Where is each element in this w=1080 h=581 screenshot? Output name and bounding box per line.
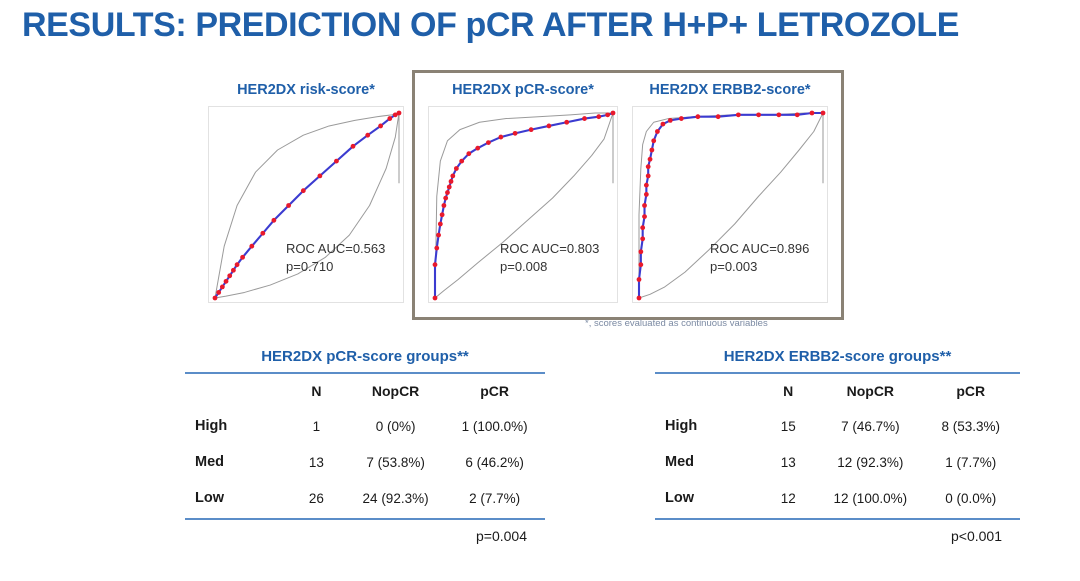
roc-chart-erbb2-score [636, 110, 826, 301]
table-header-row-pcr: N NopCR pCR [185, 374, 545, 408]
row-label-med-erbb2: Med [665, 454, 694, 470]
table-pvalue-erbb2: p<0.001 [951, 528, 1002, 544]
roc-panel-title-risk-score: HER2DX risk-score* [237, 82, 375, 98]
row-label-low-erbb2: Low [665, 490, 694, 506]
cell-n-med-pcr: 13 [308, 454, 324, 470]
table-pcr-score-groups: HER2DX pCR-score groups** N NopCR pCR Hi… [185, 348, 545, 544]
table-header-row-erbb2: N NopCR pCR [655, 374, 1020, 408]
roc-auc-label-risk-score: ROC AUC=0.563 [286, 241, 386, 256]
cell-n-low-pcr: 26 [308, 490, 324, 506]
table-row: High 15 7 (46.7%) 8 (53.3%) [655, 408, 1020, 444]
roc-annotation-risk-score: ROC AUC=0.563 p=0.710 [286, 240, 385, 275]
cell-nopcr-med-pcr: 7 (53.8%) [366, 454, 425, 470]
table-grid-erbb2-score-groups: N NopCR pCR High 15 7 (46.7%) 8 (53.3%) … [655, 374, 1020, 516]
table-erbb2-score-groups: HER2DX ERBB2-score groups** N NopCR pCR … [655, 348, 1020, 544]
roc-p-label-pcr-score: p=0.008 [500, 258, 548, 274]
cell-nopcr-high-erbb2: 7 (46.7%) [841, 418, 900, 434]
table-rule-top-pcr [185, 372, 545, 374]
cell-pcr-med-pcr: 6 (46.2%) [465, 454, 524, 470]
roc-panel-risk-score: HER2DX risk-score* ROC AUC=0.563 p=0.710 [208, 82, 404, 303]
roc-p-label-risk-score: p=0.710 [286, 258, 334, 274]
roc-annotation-erbb2-score: ROC AUC=0.896 p=0.003 [710, 240, 809, 275]
row-label-high-erbb2: High [665, 418, 698, 434]
roc-panel-pcr-score: HER2DX pCR-score* ROC AUC=0.803 p=0.008 [428, 82, 618, 303]
table-row: Med 13 7 (53.8%) 6 (46.2%) [185, 444, 545, 480]
roc-p-label-erbb2-score: p=0.003 [710, 258, 758, 274]
roc-panel-title-pcr-score: HER2DX pCR-score* [452, 82, 594, 98]
footnote-continuous-variables: *, scores evaluated as continuous variab… [585, 318, 768, 329]
table-row: High 1 0 (0%) 1 (100.0%) [185, 408, 545, 444]
col-header-group-pcr [185, 374, 286, 408]
table-title-erbb2-score-groups: HER2DX ERBB2-score groups** [723, 348, 952, 365]
cell-pcr-med-erbb2: 1 (7.7%) [945, 454, 997, 470]
row-label-low-pcr: Low [195, 490, 224, 506]
row-label-med-pcr: Med [195, 454, 224, 470]
roc-panel-erbb2-score: HER2DX ERBB2-score* ROC AUC=0.896 p=0.00… [632, 82, 828, 303]
cell-nopcr-high-pcr: 0 (0%) [375, 418, 416, 434]
row-label-high-pcr: High [195, 418, 228, 434]
roc-annotation-pcr-score: ROC AUC=0.803 p=0.008 [500, 240, 599, 275]
col-header-nopcr-erbb2: NopCR [846, 383, 895, 399]
roc-chart-risk-score [212, 110, 402, 301]
table-row: Med 13 12 (92.3%) 1 (7.7%) [655, 444, 1020, 480]
cell-n-low-erbb2: 12 [780, 490, 796, 506]
roc-plot-pcr-score [428, 106, 618, 303]
table-rule-bottom-pcr [185, 518, 545, 520]
col-header-group-erbb2 [655, 374, 757, 408]
cell-pcr-high-pcr: 1 (100.0%) [461, 418, 528, 434]
table-row: Low 26 24 (92.3%) 2 (7.7%) [185, 480, 545, 516]
cell-nopcr-low-erbb2: 12 (100.0%) [833, 490, 908, 506]
cell-nopcr-med-erbb2: 12 (92.3%) [837, 454, 904, 470]
cell-n-med-erbb2: 13 [780, 454, 796, 470]
col-header-n-pcr: N [311, 383, 322, 399]
col-header-pcr-pcr: pCR [480, 383, 509, 399]
table-row: Low 12 12 (100.0%) 0 (0.0%) [655, 480, 1020, 516]
cell-pcr-high-erbb2: 8 (53.3%) [941, 418, 1000, 434]
page-title: RESULTS: PREDICTION OF pCR AFTER H+P+ LE… [22, 6, 960, 44]
table-rule-bottom-erbb2 [655, 518, 1020, 520]
roc-plot-risk-score [208, 106, 404, 303]
roc-chart-pcr-score [432, 110, 616, 301]
roc-plot-erbb2-score [632, 106, 828, 303]
cell-nopcr-low-pcr: 24 (92.3%) [362, 490, 429, 506]
cell-n-high-erbb2: 15 [780, 418, 796, 434]
cell-n-high-pcr: 1 [312, 418, 321, 434]
col-header-n-erbb2: N [783, 383, 794, 399]
roc-panel-title-erbb2-score: HER2DX ERBB2-score* [649, 82, 811, 98]
roc-auc-label-pcr-score: ROC AUC=0.803 [500, 241, 600, 256]
col-header-pcr-erbb2: pCR [956, 383, 986, 399]
table-rule-top-erbb2 [655, 372, 1020, 374]
col-header-nopcr-pcr: NopCR [371, 383, 420, 399]
table-pvalue-pcr: p=0.004 [476, 528, 527, 544]
cell-pcr-low-pcr: 2 (7.7%) [469, 490, 521, 506]
table-grid-pcr-score-groups: N NopCR pCR High 1 0 (0%) 1 (100.0%) Med… [185, 374, 545, 516]
table-title-pcr-score-groups: HER2DX pCR-score groups** [261, 348, 469, 365]
cell-pcr-low-erbb2: 0 (0.0%) [945, 490, 997, 506]
roc-auc-label-erbb2-score: ROC AUC=0.896 [710, 241, 810, 256]
